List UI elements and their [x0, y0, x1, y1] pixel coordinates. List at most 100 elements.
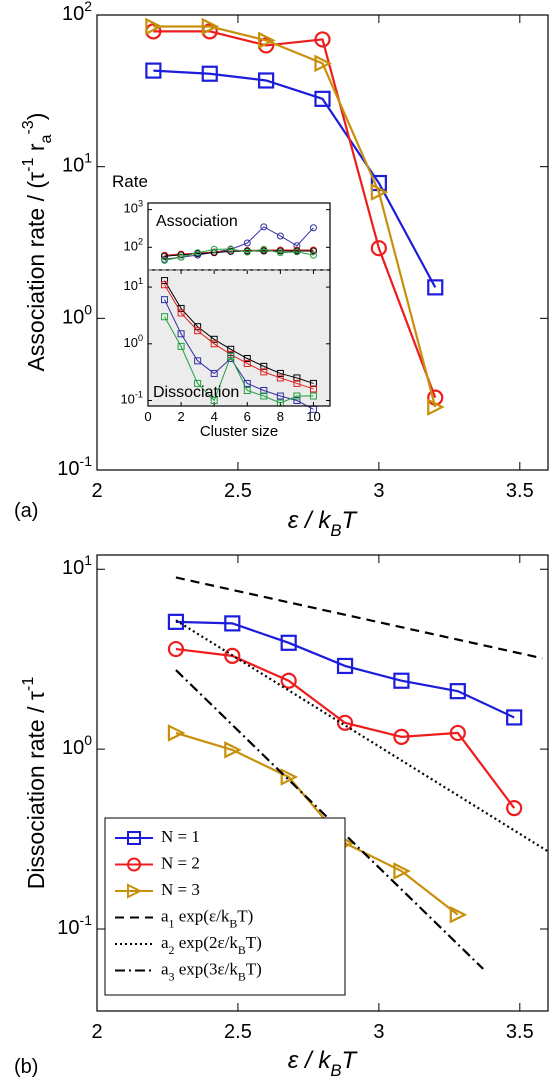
marker [393, 728, 410, 745]
x-tick-label: 4 [211, 409, 218, 424]
y-tick-label: 100 [123, 333, 143, 350]
marker [161, 252, 169, 260]
marker [210, 335, 218, 343]
y-tick-label: 101 [62, 552, 92, 580]
x-axis-label: Cluster size [200, 423, 278, 440]
marker [506, 709, 523, 726]
y-tick-label: 102 [62, 0, 92, 25]
marker [258, 31, 276, 50]
marker [177, 330, 185, 338]
marker [243, 248, 251, 256]
marker [293, 374, 301, 382]
marker [177, 251, 185, 259]
x-axis-label: ε / kBT [288, 1047, 359, 1080]
marker [427, 279, 444, 296]
series-line [153, 69, 437, 288]
y-tick-label: 10-1 [57, 912, 92, 940]
x-axis-label: ε / kBT [288, 507, 359, 540]
marker [309, 392, 317, 400]
marker [393, 862, 411, 880]
x-tick-label: 3.5 [506, 1021, 534, 1043]
x-tick-label: 2.5 [224, 1021, 252, 1043]
legend-box [104, 817, 346, 996]
marker [127, 831, 141, 845]
legend-label: a1 exp(ε/kBT) [161, 906, 253, 930]
marker [314, 31, 331, 48]
marker [309, 247, 317, 255]
panel-label: (b) [14, 1056, 38, 1078]
series-line [164, 248, 314, 261]
marker [127, 857, 141, 872]
marker [201, 17, 220, 36]
marker [161, 296, 169, 304]
y-tick-label: 101 [123, 276, 143, 293]
chart-panel: 102 103 Rate Association [112, 172, 331, 271]
marker [224, 615, 241, 632]
marker [260, 223, 268, 231]
legend-label: a2 exp(2ε/kBT) [161, 933, 262, 957]
x-tick-label: 2.5 [224, 480, 252, 502]
panel-label: (a) [14, 500, 38, 522]
series-line [164, 284, 314, 390]
x-tick-label: 2 [177, 409, 184, 424]
marker [293, 379, 301, 387]
y-tick-label: 100 [62, 301, 92, 329]
marker [314, 54, 332, 73]
marker [224, 741, 242, 759]
series-line [175, 619, 549, 853]
y-tick-label: 102 [123, 237, 143, 254]
marker [276, 369, 284, 377]
marker [243, 359, 251, 367]
marker [194, 249, 202, 257]
marker [167, 640, 185, 658]
marker [258, 72, 275, 89]
marker [370, 240, 387, 257]
marker [210, 397, 218, 405]
marker [336, 657, 354, 675]
annotation: Association [156, 213, 238, 230]
marker [293, 397, 301, 405]
marker [177, 253, 185, 261]
legend-label: a3 exp(3ε/kBT) [161, 959, 262, 983]
marker [227, 352, 235, 360]
legend-label: N = 1 [161, 827, 200, 846]
series-line [164, 316, 314, 404]
marker [161, 281, 169, 289]
marker [224, 647, 241, 664]
marker [210, 369, 218, 377]
marker [161, 256, 169, 264]
marker [309, 251, 317, 259]
marker [393, 672, 410, 689]
marker [260, 392, 268, 400]
series-line [175, 576, 543, 660]
series-line [164, 299, 314, 410]
marker [309, 385, 317, 393]
marker [309, 379, 317, 387]
marker [201, 65, 218, 82]
marker [243, 239, 251, 247]
marker [145, 62, 162, 79]
x-tick-label: 6 [244, 409, 251, 424]
y-tick-label: 101 [62, 149, 92, 177]
marker [506, 799, 523, 817]
marker [161, 313, 169, 321]
marker [280, 768, 299, 786]
marker [194, 323, 202, 331]
marker [276, 392, 284, 400]
marker [280, 634, 297, 651]
x-tick-label: 8 [277, 409, 284, 424]
marker [194, 327, 202, 335]
chart-panel: 10-1 100 101 2 2.5 3 3.5 ε / kBT Dissociation ra… [14, 552, 549, 1080]
marker [449, 724, 466, 742]
series-line [175, 620, 515, 719]
marker [167, 724, 186, 742]
marker [276, 232, 284, 240]
marker [243, 355, 251, 363]
x-tick-label: 2 [91, 480, 102, 502]
marker [336, 714, 354, 731]
chart-panel: 10-1 100 101 0 2 4 6 8 10 Cluster size Dissociatio… [120, 269, 331, 440]
marker [227, 345, 235, 353]
marker [260, 368, 268, 376]
